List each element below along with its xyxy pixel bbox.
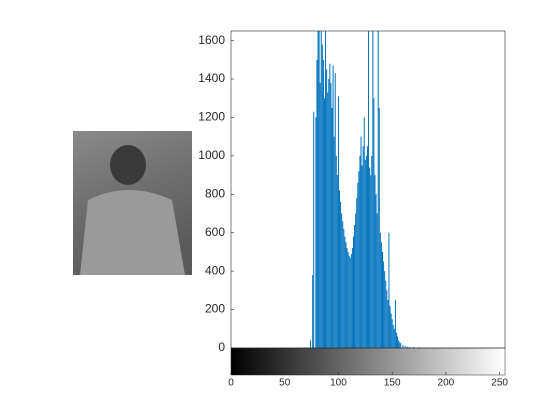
x-tick-label: 200 (438, 378, 455, 389)
y-tick-label: 0 (218, 340, 225, 354)
axes-box (230, 30, 506, 349)
x-tick-label: 100 (330, 378, 347, 389)
y-tick-label: 800 (205, 186, 225, 200)
x-tick-label: 50 (279, 378, 291, 389)
x-tick-label: 150 (384, 378, 401, 389)
image (73, 131, 192, 275)
y-tick-label: 1400 (198, 71, 225, 85)
y-tick-label: 400 (205, 263, 225, 277)
y-tick-label: 1200 (198, 110, 225, 124)
colorbar (231, 348, 505, 375)
x-tick-label: 0 (228, 378, 234, 389)
x-tick-label: 250 (491, 378, 508, 389)
y-tick-label: 600 (205, 225, 225, 239)
plot-area (310, 31, 468, 348)
y-tick-label: 1600 (198, 33, 225, 47)
y-tick-label: 1000 (198, 148, 225, 162)
y-tick-label: 200 (205, 302, 225, 316)
